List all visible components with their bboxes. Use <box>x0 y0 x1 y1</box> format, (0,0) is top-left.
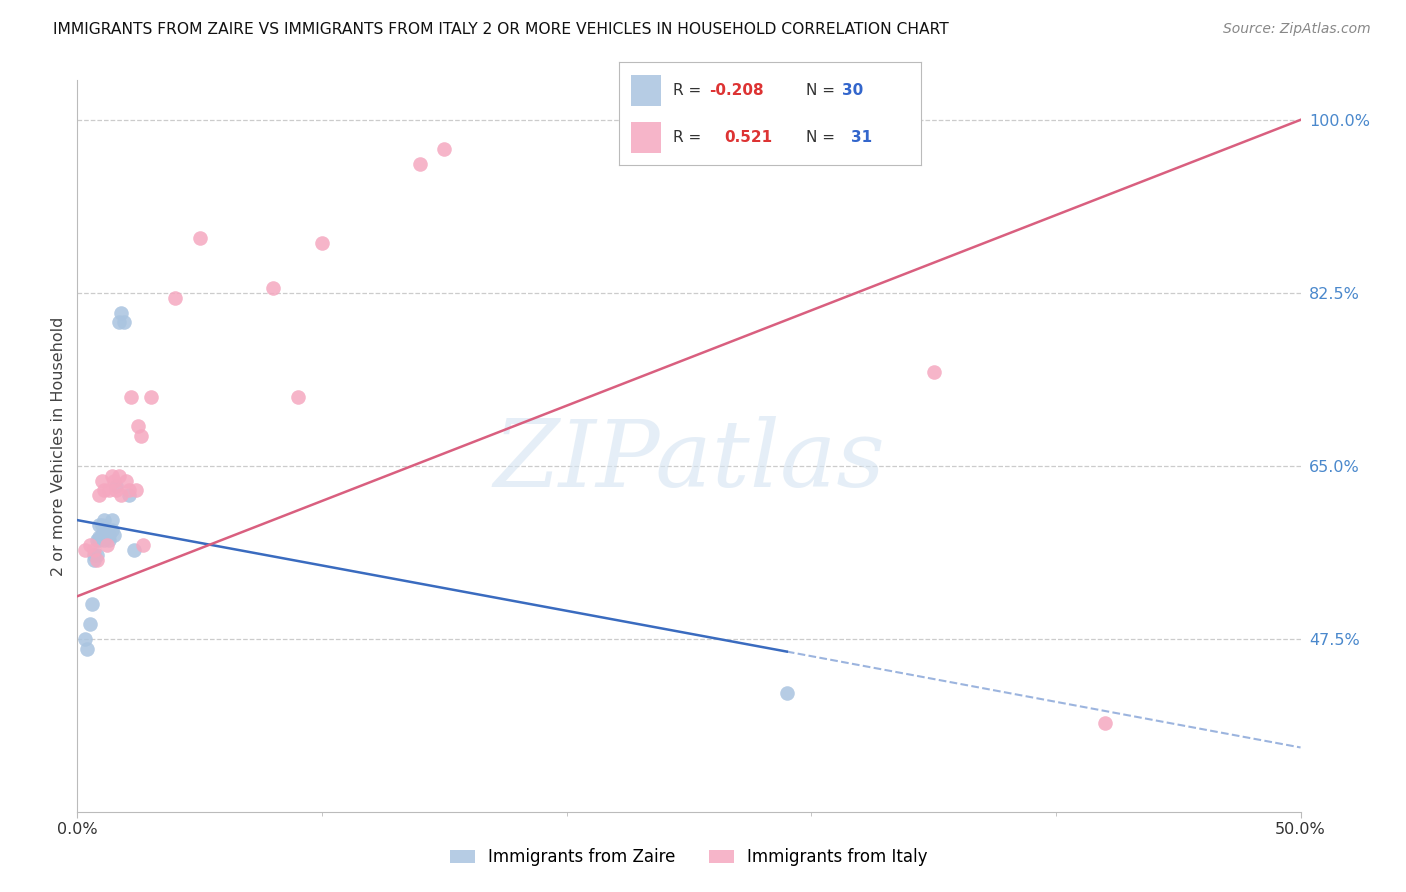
Point <box>776 686 799 700</box>
Point <box>115 474 138 488</box>
Text: 31: 31 <box>852 130 873 145</box>
Text: Source: ZipAtlas.com: Source: ZipAtlas.com <box>1223 22 1371 37</box>
Point <box>79 538 101 552</box>
Point <box>86 548 108 562</box>
Point <box>96 528 118 542</box>
Point <box>922 365 945 379</box>
Point <box>122 542 145 557</box>
Point <box>139 390 162 404</box>
Point <box>90 474 112 488</box>
Point <box>90 518 112 533</box>
Point <box>98 528 121 542</box>
Point <box>100 513 122 527</box>
Point <box>89 530 111 544</box>
Point <box>89 533 111 547</box>
Point <box>98 533 121 547</box>
Point <box>103 528 125 542</box>
Point <box>80 597 103 611</box>
Text: N =: N = <box>806 83 839 97</box>
Point <box>188 231 211 245</box>
Bar <box>631 75 661 105</box>
Point <box>90 528 112 542</box>
Point <box>1094 715 1116 730</box>
Point <box>262 281 284 295</box>
Bar <box>631 122 661 153</box>
Point <box>105 483 128 498</box>
Text: 30: 30 <box>842 83 863 97</box>
Point <box>98 483 121 498</box>
Point <box>86 533 108 547</box>
Point <box>90 528 112 542</box>
Point <box>89 518 111 533</box>
Point <box>73 632 96 646</box>
Point <box>83 542 105 557</box>
Text: ZIPatlas: ZIPatlas <box>494 416 884 506</box>
Text: R =: R = <box>673 83 706 97</box>
Point <box>89 488 111 502</box>
Text: IMMIGRANTS FROM ZAIRE VS IMMIGRANTS FROM ITALY 2 OR MORE VEHICLES IN HOUSEHOLD C: IMMIGRANTS FROM ZAIRE VS IMMIGRANTS FROM… <box>53 22 949 37</box>
Point <box>86 552 108 566</box>
Point <box>83 552 105 566</box>
Point <box>433 143 456 157</box>
Point <box>100 468 122 483</box>
Point <box>76 641 98 656</box>
Point <box>165 291 187 305</box>
Point <box>93 533 115 547</box>
Point <box>409 157 432 171</box>
Point <box>132 538 155 552</box>
Point <box>93 483 115 498</box>
Point <box>100 523 122 537</box>
Text: 0.521: 0.521 <box>724 130 772 145</box>
Point <box>110 305 132 319</box>
Point <box>73 542 96 557</box>
Point <box>79 616 101 631</box>
Point <box>93 530 115 544</box>
Point <box>118 488 141 502</box>
Legend: Immigrants from Zaire, Immigrants from Italy: Immigrants from Zaire, Immigrants from I… <box>443 841 935 873</box>
Point <box>93 513 115 527</box>
Point <box>311 236 333 251</box>
Text: -0.208: -0.208 <box>710 83 763 97</box>
Text: N =: N = <box>806 130 845 145</box>
Point <box>83 548 105 562</box>
Point <box>127 419 149 434</box>
Point <box>96 538 118 552</box>
Point <box>118 483 141 498</box>
Point <box>110 488 132 502</box>
Y-axis label: 2 or more Vehicles in Household: 2 or more Vehicles in Household <box>51 317 66 575</box>
Point <box>125 483 148 498</box>
Text: R =: R = <box>673 130 711 145</box>
Point <box>129 429 152 443</box>
Point <box>108 315 131 329</box>
Point <box>120 390 142 404</box>
Point <box>103 474 125 488</box>
Point <box>287 390 309 404</box>
Point <box>112 315 135 329</box>
Point <box>105 478 128 492</box>
Point <box>108 468 131 483</box>
